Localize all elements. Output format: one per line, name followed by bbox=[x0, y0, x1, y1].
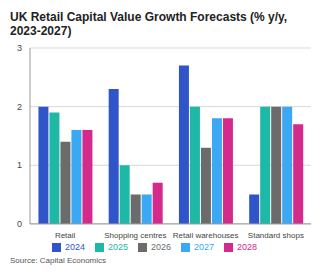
svg-text:Retail warehouses: Retail warehouses bbox=[173, 231, 239, 240]
html-text:2025: 2025 bbox=[108, 241, 128, 252]
svg-text:Retail: Retail bbox=[55, 231, 76, 240]
svg-text:3: 3 bbox=[17, 43, 22, 53]
html-text:Source: Capital Economics: Source: Capital Economics bbox=[10, 256, 106, 265]
html-text:2027: 2027 bbox=[194, 241, 214, 252]
html-text:UK Retail Capital Value Growth: UK Retail Capital Value Growth Forecasts… bbox=[10, 10, 288, 38]
svg-text:0: 0 bbox=[17, 219, 22, 229]
svg-text:Standard shops: Standard shops bbox=[248, 231, 304, 240]
html-text:2028: 2028 bbox=[237, 241, 258, 252]
html-text:2024: 2024 bbox=[64, 241, 85, 252]
svg-text:1: 1 bbox=[17, 160, 22, 170]
svg-text:2: 2 bbox=[17, 102, 22, 112]
html-text:2026: 2026 bbox=[151, 241, 171, 252]
svg-text:Shopping centres: Shopping centres bbox=[104, 231, 166, 240]
